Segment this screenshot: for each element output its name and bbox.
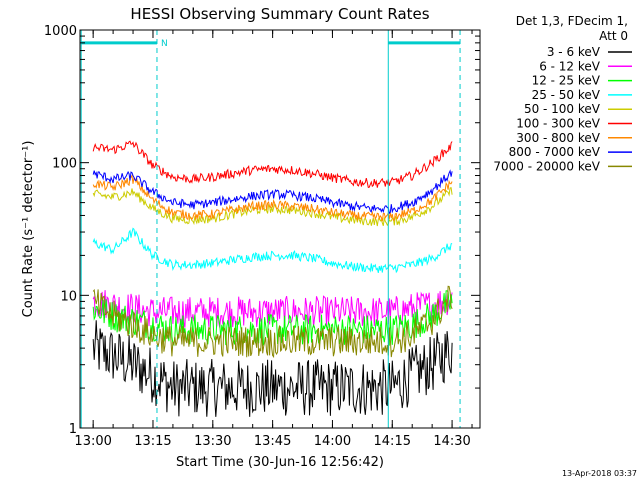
marker-layer: N [80,30,461,428]
series-line-1 [92,320,453,417]
series-line-6 [92,140,453,188]
plot-frame [79,29,481,429]
y-tick-label: 1000 [44,24,77,39]
legend-entry-label: 7000 - 20000 keV [493,159,600,173]
x-tick-label: 14:30 [433,434,470,449]
x-axis-label: Start Time (30-Jun-16 12:56:42) [176,455,384,470]
legend-title-line: Att 0 [599,29,628,43]
x-tick-label: 13:30 [194,434,231,449]
series-layer [92,140,453,417]
x-tick-label: 14:00 [314,434,351,449]
x-tick-label: 14:15 [374,434,411,449]
y-axis: 1 10 100 1000 [44,24,480,437]
y-tick-label: 1 [69,422,77,437]
legend-entry-label: 3 - 6 keV [547,45,601,59]
series-line-8 [92,169,453,215]
series-line-3 [92,290,453,347]
series-line-9 [92,285,453,359]
x-tick-label: 13:45 [254,434,291,449]
legend-entry-label: 50 - 100 keV [524,102,601,116]
series-line-4 [92,227,453,274]
y-tick-label: 10 [60,289,77,304]
legend-entry-label: 6 - 12 keV [539,59,601,73]
y-tick-label: 100 [52,157,77,172]
x-tick-label: 13:00 [74,434,111,449]
legend-entry-label: 100 - 300 keV [516,117,600,131]
footer-timestamp: 13-Apr-2018 03:37 [562,469,637,478]
y-axis-label: Count Rate (s⁻¹ detector⁻¹) [21,141,36,318]
legend-title-line: Det 1,3, FDecim 1, [516,14,628,28]
legend-entry-label: 800 - 7000 keV [509,145,601,159]
legend-entry-label: 300 - 800 keV [516,131,600,145]
series-line-5 [92,187,453,227]
legend-entry-label: 12 - 25 keV [532,74,601,88]
x-axis: 13:00 13:15 13:30 13:45 14:00 14:15 14:30 [74,30,473,449]
annotation-1: N [161,39,168,49]
chart-title: HESSI Observing Summary Count Rates [130,5,429,23]
series-line-7 [92,174,453,222]
legend-entry-label: 25 - 50 keV [532,88,601,102]
x-tick-label: 13:15 [134,434,171,449]
